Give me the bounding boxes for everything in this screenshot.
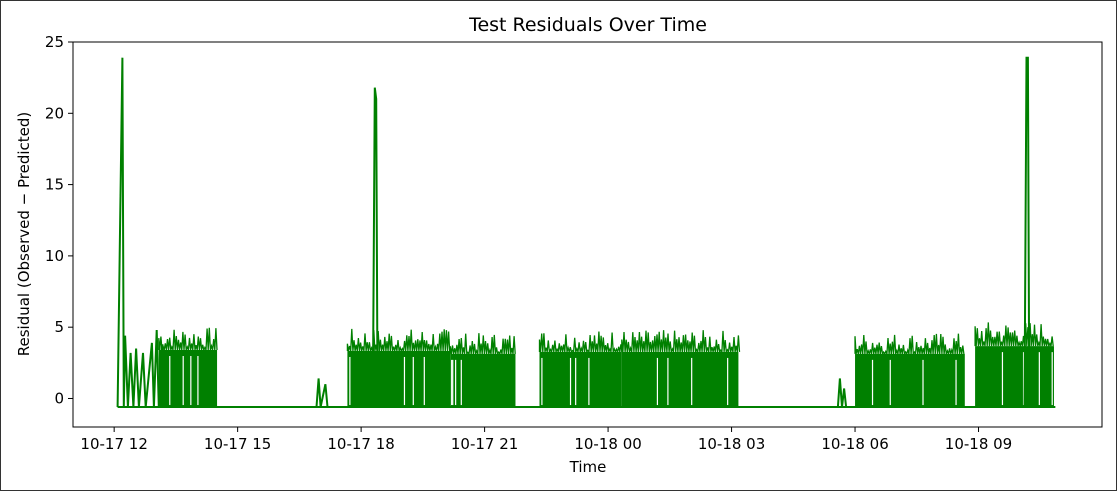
chart-title: Test Residuals Over Time <box>468 14 707 36</box>
x-tick-label: 10-17 21 <box>451 435 518 453</box>
x-tick-label: 10-18 06 <box>821 435 888 453</box>
y-tick-label: 0 <box>54 389 64 407</box>
y-tick-label: 25 <box>45 33 64 51</box>
x-axis: 10-17 12 10-17 15 10-17 18 10-17 21 10-18 00… <box>80 427 1012 453</box>
y-tick-label: 10 <box>45 247 64 265</box>
x-tick-label: 10-17 12 <box>80 435 147 453</box>
dense-block <box>622 352 739 407</box>
y-axis-label: Residual (Observed − Predicted) <box>15 112 33 357</box>
y-axis: 0 5 10 15 20 25 <box>45 33 73 407</box>
y-tick-label: 20 <box>45 104 64 122</box>
x-tick-label: 10-17 18 <box>327 435 394 453</box>
dense-block <box>450 354 515 407</box>
x-tick-label: 10-18 00 <box>574 435 641 453</box>
dense-block <box>159 350 217 407</box>
x-tick-label: 10-17 15 <box>204 435 271 453</box>
dense-block <box>975 346 1054 407</box>
dense-block <box>347 351 450 407</box>
x-axis-label: Time <box>569 458 607 476</box>
y-tick-label: 15 <box>45 176 64 194</box>
y-tick-label: 5 <box>54 318 64 336</box>
dense-block <box>855 354 965 407</box>
x-tick-label: 10-18 09 <box>945 435 1012 453</box>
dense-block <box>539 352 621 407</box>
x-tick-label: 10-18 03 <box>698 435 765 453</box>
